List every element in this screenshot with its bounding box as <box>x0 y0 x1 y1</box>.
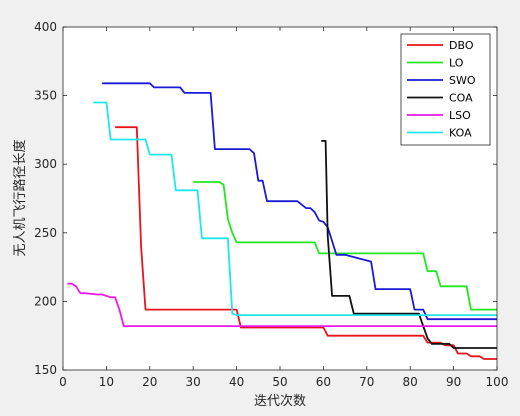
series-line-dbo <box>115 126 497 360</box>
y-axis-label: 无人机飞行路径长度 <box>12 139 28 256</box>
x-axis-label: 迭代次数 <box>254 393 306 409</box>
y-tick-label: 200 <box>34 294 57 308</box>
x-tick-label: 10 <box>99 375 114 389</box>
series-lines <box>67 82 497 360</box>
legend-label: COA <box>449 92 473 105</box>
y-tick-label: 250 <box>34 226 57 240</box>
y-tick-label: 150 <box>34 363 57 377</box>
y-tick-label: 300 <box>34 157 57 171</box>
x-tick-label: 30 <box>186 375 201 389</box>
legend-label: SWO <box>449 74 476 87</box>
legend: DBO LO SWO COA LSO KOA <box>400 33 491 146</box>
legend-label: LSO <box>449 109 471 122</box>
axis-ticks: 0 10 20 30 40 50 60 70 80 90 100 150 200 250 300 350 400 <box>34 20 508 389</box>
legend-label: LO <box>449 57 464 70</box>
x-tick-label: 50 <box>272 375 287 389</box>
x-tick-label: 80 <box>403 375 418 389</box>
x-tick-label: 0 <box>59 375 67 389</box>
x-tick-label: 70 <box>359 375 374 389</box>
y-tick-label: 400 <box>34 20 57 34</box>
x-tick-label: 100 <box>486 375 509 389</box>
y-tick-label: 350 <box>34 89 57 103</box>
legend-label: KOA <box>449 127 472 140</box>
series-line-coa <box>321 139 497 349</box>
x-tick-label: 60 <box>316 375 331 389</box>
x-tick-label: 90 <box>446 375 461 389</box>
series-line-lso <box>67 282 497 328</box>
series-line-koa <box>93 101 497 317</box>
legend-label: DBO <box>449 39 474 52</box>
series-line-swo <box>102 82 497 321</box>
x-tick-label: 40 <box>229 375 244 389</box>
x-tick-label: 20 <box>142 375 157 389</box>
legend-box <box>400 33 491 146</box>
